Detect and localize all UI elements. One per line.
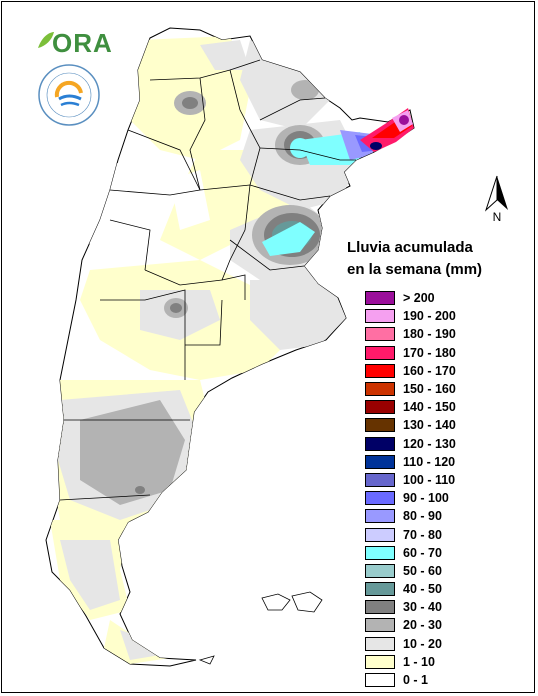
province-borders [59, 59, 356, 501]
legend-item: 80 - 90 [365, 507, 456, 525]
legend-swatch [365, 491, 395, 506]
legend-item: 20 - 30 [365, 616, 456, 634]
legend-item: 40 - 50 [365, 580, 456, 598]
legend-swatch [365, 509, 395, 524]
legend-swatch [365, 327, 395, 342]
legend-title: Lluvia acumulada en la semana (mm) [347, 237, 482, 281]
legend-swatch [365, 418, 395, 433]
legend-label: 90 - 100 [403, 491, 449, 506]
legend-label: 120 - 130 [403, 436, 456, 451]
legend-swatch [365, 582, 395, 597]
legend-swatch [365, 563, 395, 578]
legend-label: 1 - 10 [403, 654, 435, 669]
legend-swatch [365, 382, 395, 397]
legend-label: 60 - 70 [403, 545, 442, 560]
legend-swatch [365, 309, 395, 324]
legend-label: 160 - 170 [403, 363, 456, 378]
legend-item: 0 - 1 [365, 671, 456, 689]
legend-swatch [365, 472, 395, 487]
legend-swatch [365, 291, 395, 306]
legend-label: 150 - 160 [403, 382, 456, 397]
legend-swatch [365, 636, 395, 651]
legend-item: 150 - 160 [365, 380, 456, 398]
legend-item: 120 - 130 [365, 435, 456, 453]
legend-label: > 200 [403, 291, 435, 306]
legend-title-line1: Lluvia acumulada [347, 239, 473, 256]
legend-swatch [365, 545, 395, 560]
north-arrow-icon: N [484, 175, 508, 224]
legend-label: 0 - 1 [403, 673, 429, 688]
legend-item: 90 - 100 [365, 489, 456, 507]
legend-item: 30 - 40 [365, 598, 456, 616]
ora-leaf-icon [38, 32, 54, 48]
legend-label: 70 - 80 [403, 527, 442, 542]
legend-item: 10 - 20 [365, 635, 456, 653]
legend-label: 110 - 120 [403, 454, 456, 469]
legend-swatch [365, 436, 395, 451]
legend-label: 30 - 40 [403, 600, 442, 615]
legend-label: 10 - 20 [403, 636, 442, 651]
legend-swatch [365, 654, 395, 669]
legend-item: 190 - 200 [365, 307, 456, 325]
legend-item: 180 - 190 [365, 325, 456, 343]
legend-swatch [365, 527, 395, 542]
legend-label: 40 - 50 [403, 582, 442, 597]
legend-label: 140 - 150 [403, 400, 456, 415]
legend-label: 180 - 190 [403, 327, 456, 342]
legend-item: 100 - 110 [365, 471, 456, 489]
legend-item: 170 - 180 [365, 344, 456, 362]
legend-item: 140 - 150 [365, 398, 456, 416]
legend-swatch [365, 400, 395, 415]
ora-logo-text: ORA [52, 28, 113, 58]
legend-item: 70 - 80 [365, 525, 456, 543]
legend-item: 1 - 10 [365, 653, 456, 671]
legend-item: 50 - 60 [365, 562, 456, 580]
legend-item: > 200 [365, 289, 456, 307]
legend-title-line2: en la semana (mm) [347, 261, 483, 278]
smn-seal-icon [38, 64, 100, 126]
legend-item: 110 - 120 [365, 453, 456, 471]
legend-swatch [365, 600, 395, 615]
legend-swatch [365, 363, 395, 378]
legend-item: 60 - 70 [365, 544, 456, 562]
legend-label: 20 - 30 [403, 618, 442, 633]
legend-item: 160 - 170 [365, 362, 456, 380]
north-label: N [493, 210, 502, 224]
malvinas-islands [261, 591, 323, 613]
legend-swatch [365, 673, 395, 688]
legend-swatch [365, 345, 395, 360]
legend-label: 80 - 90 [403, 509, 442, 524]
legend-label: 190 - 200 [403, 309, 456, 324]
legend-label: 130 - 140 [403, 418, 456, 433]
legend: > 200 190 - 200 180 - 190 170 - 180 160 - 17… [365, 289, 456, 689]
legend-label: 100 - 110 [403, 472, 456, 487]
legend-label: 170 - 180 [403, 345, 456, 360]
legend-item: 130 - 140 [365, 416, 456, 434]
legend-swatch [365, 618, 395, 633]
legend-swatch [365, 454, 395, 469]
legend-label: 50 - 60 [403, 563, 442, 578]
